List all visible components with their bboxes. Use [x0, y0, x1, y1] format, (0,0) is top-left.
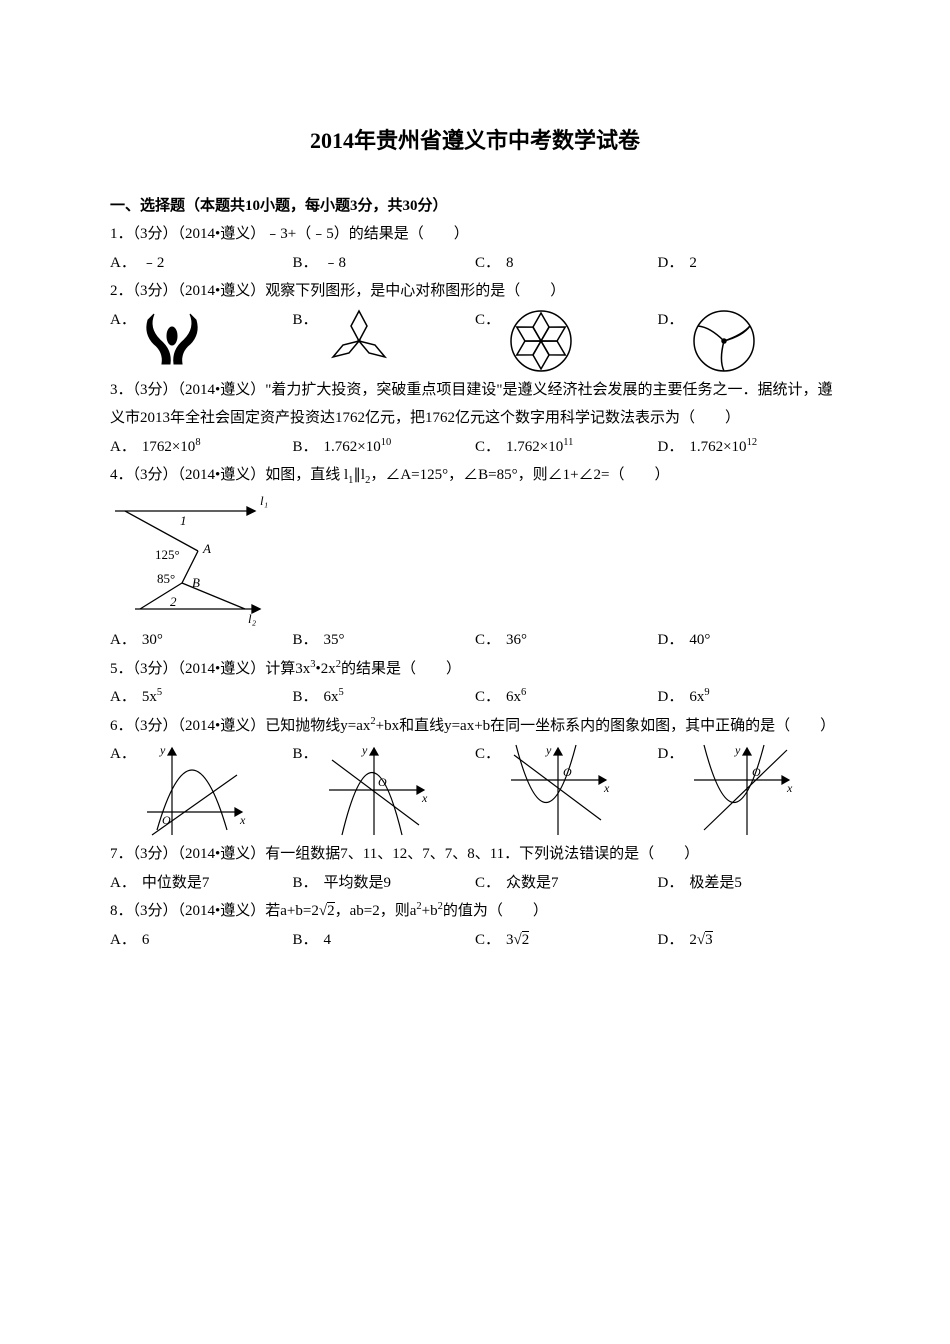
svg-text:B: B: [192, 575, 200, 590]
q3-opt-d: D．1.762×1012: [658, 433, 841, 462]
svg-text:y: y: [159, 743, 166, 757]
q8-opt-b: B．4: [293, 926, 476, 955]
svg-text:x: x: [421, 791, 428, 805]
parallel-lines-diagram: l₁ l₂ A B 1 2 125° 85°: [110, 491, 840, 626]
q2-options: A． B． C．: [110, 306, 840, 376]
q5-opt-b: B．6x5: [293, 683, 476, 712]
q3-options: A．1762×108 B．1.762×1010 C．1.762×1011 D．1…: [110, 433, 840, 462]
q6-options: A． x y O B．: [110, 740, 840, 840]
q1-options: A．﹣2 B．﹣8 C．8 D．2: [110, 249, 840, 278]
q2-opt-d: D．: [658, 306, 841, 376]
q1-opt-d: D．2: [658, 249, 841, 278]
q1-stem: 1．（3分）（2014•遵义）﹣3+（﹣5）的结果是（ ）: [110, 220, 840, 249]
q7-opt-c: C．众数是7: [475, 869, 658, 898]
q8-opt-c: C．3√2: [475, 926, 658, 955]
q3-stem: 3．（3分）（2014•遵义）"着力扩大投资，突破重点项目建设"是遵义经济社会发…: [110, 376, 840, 433]
q5-opt-c: C．6x6: [475, 683, 658, 712]
q4-opt-c: C．36°: [475, 626, 658, 655]
q3-opt-a: A．1762×108: [110, 433, 293, 462]
flower-hexagram-icon: [506, 306, 576, 376]
q7-opt-d: D．极差是5: [658, 869, 841, 898]
q8-options: A．6 B．4 C．3√2 D．2√3: [110, 926, 840, 955]
q6-opt-b: B． x y O: [293, 740, 476, 840]
svg-text:O: O: [378, 775, 387, 789]
svg-text:O: O: [162, 813, 171, 827]
q1-opt-b: B．﹣8: [293, 249, 476, 278]
q8-opt-a: A．6: [110, 926, 293, 955]
three-arc-circle-icon: [689, 306, 759, 376]
svg-text:y: y: [361, 743, 368, 757]
q1-opt-c: C．8: [475, 249, 658, 278]
q5-stem: 5．（3分）（2014•遵义）计算3x3•2x2的结果是（ ）: [110, 655, 840, 684]
q8-opt-d: D．2√3: [658, 926, 841, 955]
graph-parabola-up-line-down-icon: x y O: [506, 740, 616, 840]
svg-text:x: x: [239, 813, 246, 827]
graph-parabola-down-line-up-icon: x y O: [142, 740, 252, 840]
svg-text:l₁: l₁: [260, 493, 268, 508]
q3-opt-c: C．1.762×1011: [475, 433, 658, 462]
graph-parabola-down-line-down-icon: x y O: [324, 740, 434, 840]
q5-opt-d: D．6x9: [658, 683, 841, 712]
q2-stem: 2．（3分）（2014•遵义）观察下列图形，是中心对称图形的是（ ）: [110, 277, 840, 306]
q7-opt-b: B．平均数是9: [293, 869, 476, 898]
q7-options: A．中位数是7 B．平均数是9 C．众数是7 D．极差是5: [110, 869, 840, 898]
q6-opt-a: A． x y O: [110, 740, 293, 840]
svg-text:A: A: [202, 541, 211, 556]
q2-opt-b: B．: [293, 306, 476, 376]
section-heading: 一、选择题（本题共10小题，每小题3分，共30分）: [110, 192, 840, 221]
q4-options: A．30° B．35° C．36° D．40°: [110, 626, 840, 655]
q2-opt-a: A．: [110, 306, 293, 376]
svg-text:1: 1: [180, 513, 187, 528]
q4-opt-d: D．40°: [658, 626, 841, 655]
q1-opt-a: A．﹣2: [110, 249, 293, 278]
svg-text:2: 2: [170, 594, 177, 609]
q8-stem: 8．（3分）（2014•遵义）若a+b=2√2，ab=2，则a2+b2的值为（ …: [110, 897, 840, 926]
svg-text:O: O: [752, 765, 761, 779]
q4-opt-b: B．35°: [293, 626, 476, 655]
svg-text:x: x: [603, 781, 610, 795]
svg-text:y: y: [545, 743, 552, 757]
q2-opt-c: C．: [475, 306, 658, 376]
q4-stem: 4．（3分）（2014•遵义）如图，直线 l1∥l2，∠A=125°，∠B=85…: [110, 461, 840, 491]
page-title: 2014年贵州省遵义市中考数学试卷: [110, 120, 840, 162]
three-rhombus-icon: [324, 306, 394, 376]
q3-opt-b: B．1.762×1010: [293, 433, 476, 462]
svg-text:O: O: [563, 765, 572, 779]
q7-stem: 7．（3分）（2014•遵义）有一组数据7、11、12、7、7、8、11．下列说…: [110, 840, 840, 869]
svg-text:125°: 125°: [155, 547, 180, 562]
svg-text:x: x: [786, 781, 793, 795]
china-telecom-logo-icon: [142, 306, 202, 376]
q5-options: A．5x5 B．6x5 C．6x6 D．6x9: [110, 683, 840, 712]
q6-stem: 6．（3分）（2014•遵义）已知抛物线y=ax2+bx和直线y=ax+b在同一…: [110, 712, 840, 741]
q4-opt-a: A．30°: [110, 626, 293, 655]
svg-text:85°: 85°: [157, 571, 175, 586]
q6-opt-c: C． x y O: [475, 740, 658, 840]
q6-opt-d: D． x y O: [658, 740, 841, 840]
svg-text:y: y: [734, 743, 741, 757]
q7-opt-a: A．中位数是7: [110, 869, 293, 898]
graph-parabola-up-line-up-icon: x y O: [689, 740, 799, 840]
svg-text:l₂: l₂: [248, 611, 257, 626]
q5-opt-a: A．5x5: [110, 683, 293, 712]
